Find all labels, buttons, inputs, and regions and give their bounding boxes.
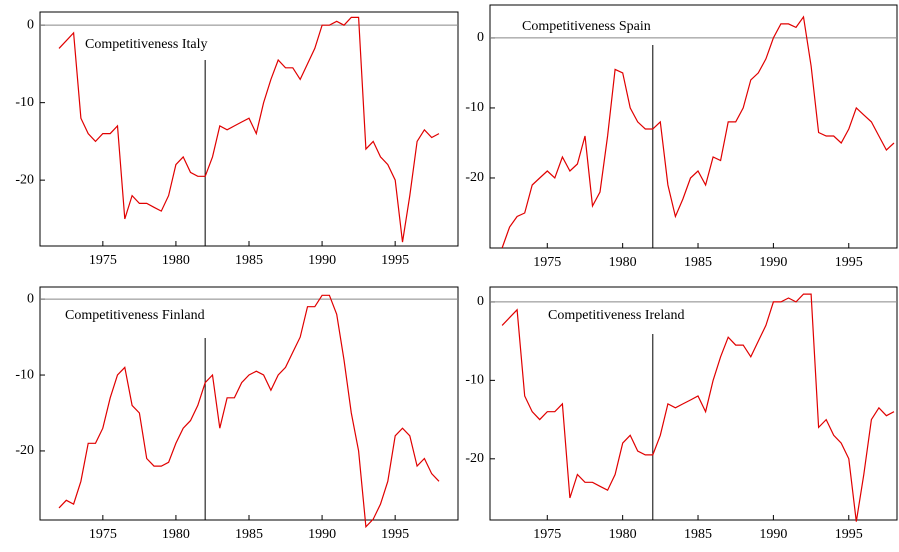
- x-tick-label: 1975: [533, 527, 561, 542]
- x-tick-label: 1985: [235, 253, 263, 268]
- x-tick-label: 1980: [162, 253, 190, 268]
- y-tick-label: 0: [27, 17, 34, 32]
- data-line: [58, 16, 440, 243]
- x-tick-label: 1980: [609, 255, 637, 270]
- y-tick-label: -20: [15, 443, 34, 458]
- y-tick-label: -20: [15, 172, 34, 187]
- x-tick-label: 1975: [89, 527, 117, 542]
- x-tick-label: 1990: [759, 255, 787, 270]
- x-tick-label: 1995: [835, 255, 863, 270]
- x-tick-label: 1990: [759, 527, 787, 542]
- y-tick-label: -10: [465, 373, 484, 388]
- y-tick-label: -10: [15, 95, 34, 110]
- x-tick-label: 1990: [308, 527, 336, 542]
- y-tick-label: 0: [27, 291, 34, 306]
- x-tick-label: 1980: [609, 527, 637, 542]
- x-tick-label: 1995: [381, 527, 409, 542]
- panel-title: Competitiveness Finland: [65, 308, 205, 323]
- y-tick-label: -10: [465, 100, 484, 115]
- x-tick-label: 1985: [235, 527, 263, 542]
- panel-title: Competitiveness Ireland: [548, 308, 684, 323]
- panel-title: Competitiveness Italy: [85, 37, 207, 52]
- y-tick-label: -10: [15, 367, 34, 382]
- x-tick-label: 1995: [835, 527, 863, 542]
- x-tick-label: 1975: [533, 255, 561, 270]
- x-tick-label: 1990: [308, 253, 336, 268]
- y-tick-label: 0: [477, 30, 484, 45]
- y-tick-label: -20: [465, 170, 484, 185]
- plot-frame: [489, 286, 898, 521]
- plot-frame: [489, 4, 898, 249]
- y-tick-label: -20: [465, 451, 484, 466]
- x-tick-label: 1975: [89, 253, 117, 268]
- y-tick-label: 0: [477, 294, 484, 309]
- data-line: [501, 293, 895, 522]
- x-tick-label: 1995: [381, 253, 409, 268]
- x-tick-label: 1980: [162, 527, 190, 542]
- data-line: [58, 294, 440, 529]
- x-tick-label: 1985: [684, 527, 712, 542]
- data-line: [501, 15, 895, 249]
- x-tick-label: 1985: [684, 255, 712, 270]
- panel-title: Competitiveness Spain: [522, 19, 651, 34]
